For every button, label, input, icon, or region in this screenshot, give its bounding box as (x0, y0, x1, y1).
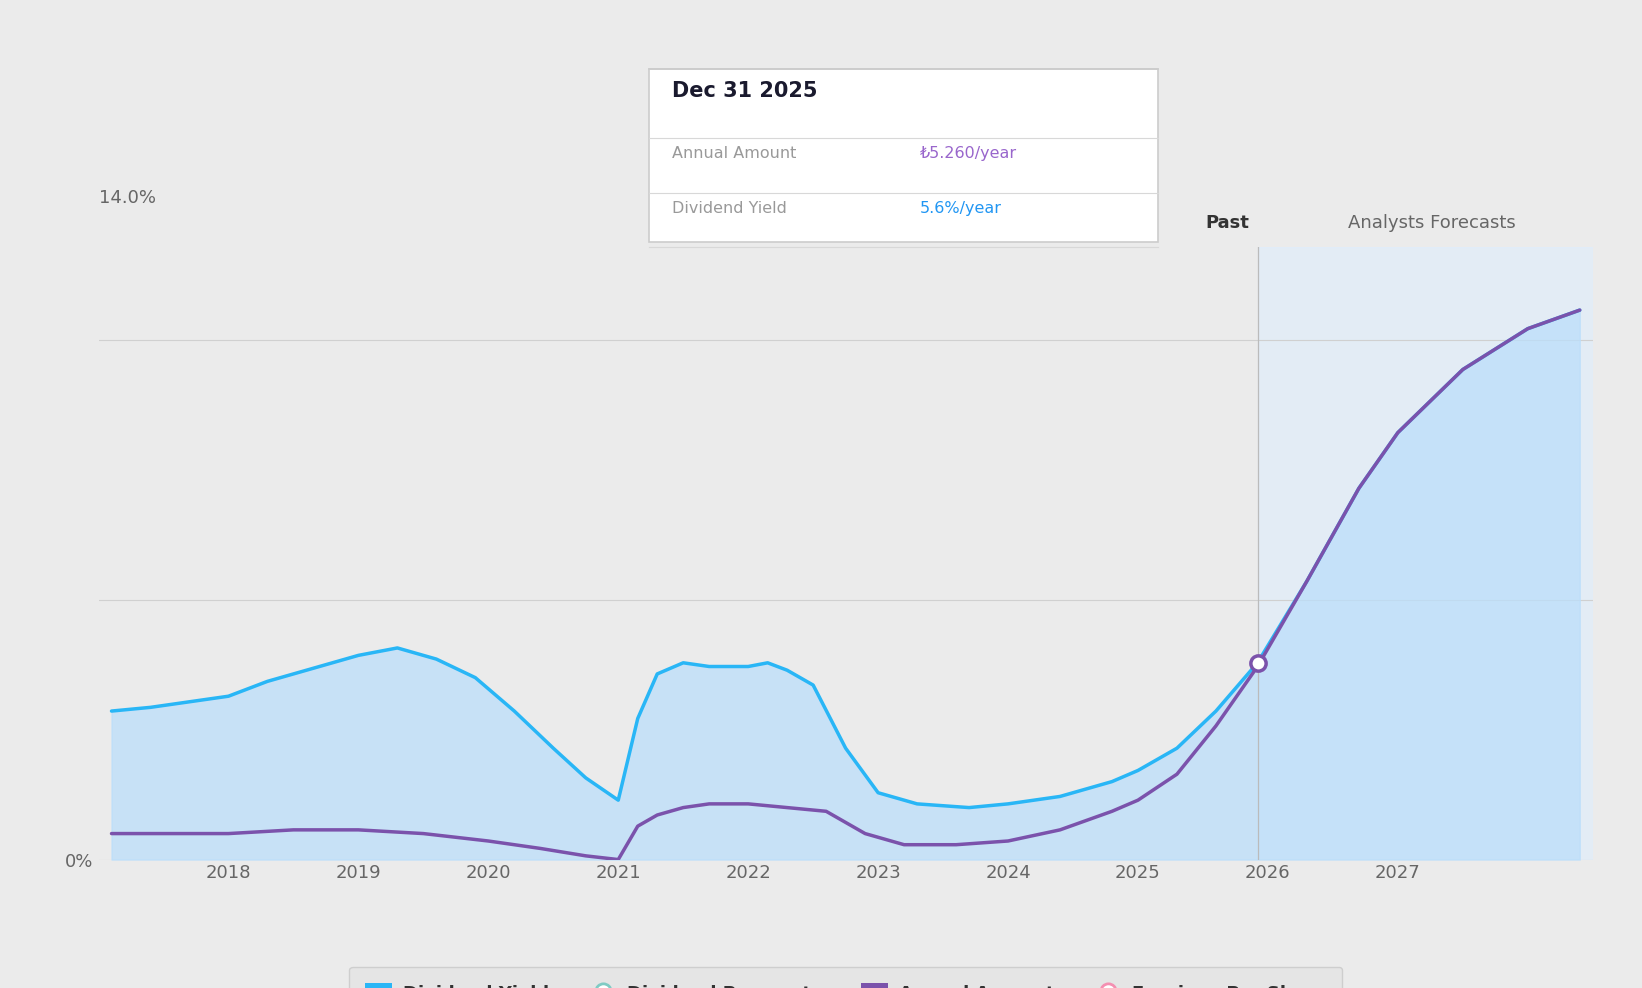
Text: Dividend Yield: Dividend Yield (672, 201, 787, 215)
Text: ₺5.260/year: ₺5.260/year (920, 146, 1016, 161)
Text: 5.6%/year: 5.6%/year (920, 201, 1002, 215)
Bar (1258, 247, 1593, 860)
Text: 14.0%: 14.0% (99, 190, 156, 207)
Text: Analysts Forecasts: Analysts Forecasts (1348, 214, 1516, 232)
Text: Past: Past (1205, 214, 1250, 232)
Text: Dec 31 2025: Dec 31 2025 (672, 81, 818, 101)
Legend: Dividend Yield, Dividend Payments, Annual Amount, Earnings Per Share: Dividend Yield, Dividend Payments, Annua… (350, 966, 1342, 988)
Text: Annual Amount: Annual Amount (672, 146, 796, 161)
